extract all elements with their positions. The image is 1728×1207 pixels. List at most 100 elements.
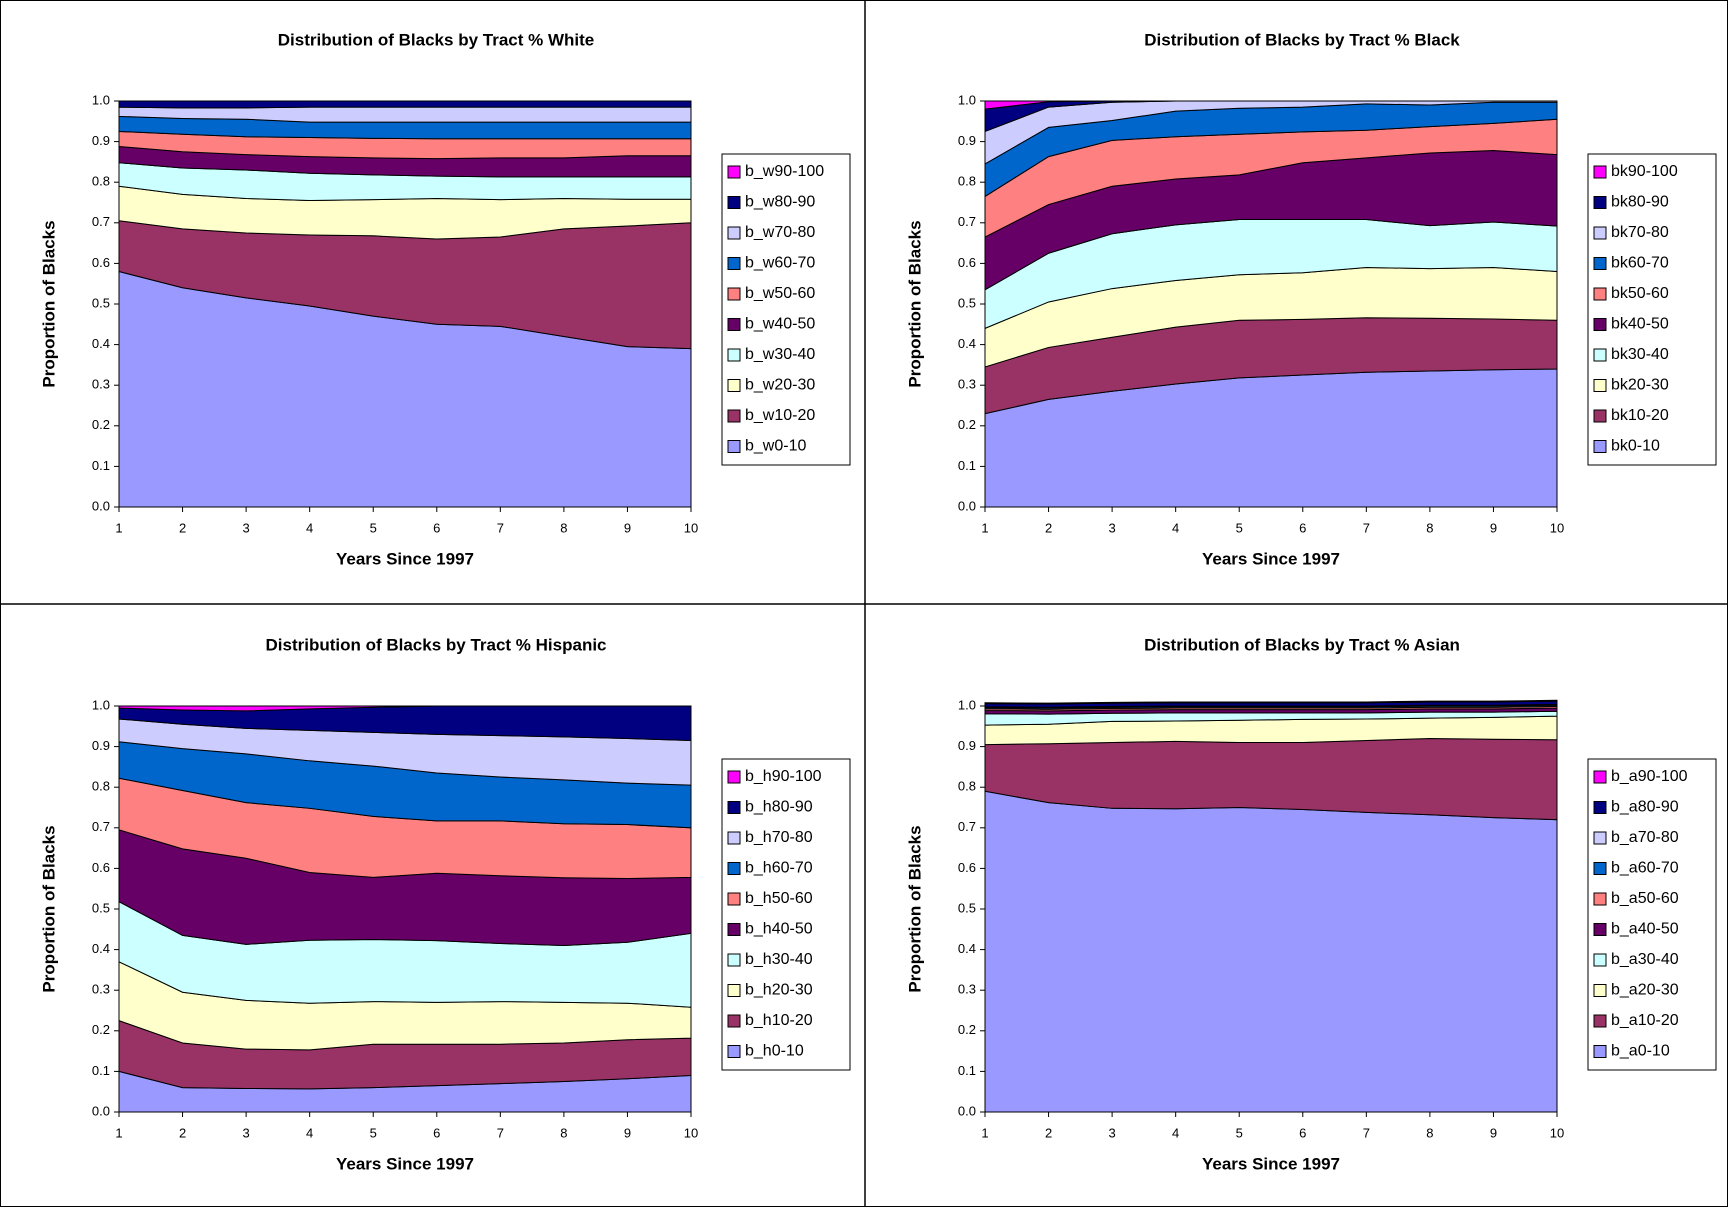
x-tick-label: 7 (497, 1125, 504, 1140)
x-axis-title: Years Since 1997 (1202, 549, 1340, 568)
legend-label: bk20-30 (1611, 377, 1669, 394)
y-tick-label: 0.4 (958, 941, 976, 956)
x-axis-title: Years Since 1997 (336, 549, 474, 568)
y-tick-label: 0.6 (958, 860, 976, 875)
legend-label: b_a70-80 (1611, 829, 1679, 846)
y-tick-label: 0.9 (958, 133, 976, 148)
legend-label: b_w20-30 (745, 377, 815, 394)
y-tick-label: 0.0 (958, 498, 976, 513)
y-tick-label: 0.4 (958, 336, 976, 351)
legend-label: bk50-60 (1611, 285, 1669, 302)
y-tick-label: 0.5 (958, 900, 976, 915)
area (118, 100, 692, 109)
legend-box (1587, 758, 1717, 1071)
y-tick-label: 1.0 (92, 697, 110, 712)
y-tick-label: 0.1 (958, 1063, 976, 1078)
y-tick-label: 0.2 (958, 417, 976, 432)
y-tick-label: 0.9 (92, 738, 110, 753)
legend-swatch (727, 831, 741, 845)
x-tick-label: 4 (306, 1125, 313, 1140)
legend-label: b_a90-100 (1611, 768, 1688, 785)
legend-swatch (1593, 318, 1607, 331)
y-tick-label: 0.0 (92, 498, 110, 513)
y-axis-title: Proportion of Blacks (39, 220, 58, 387)
chart-title: Distribution of Blacks by Tract % White (278, 30, 594, 49)
chart-panel: Distribution of Blacks by Tract % White Y… (39, 30, 851, 568)
x-tick-label: 7 (1363, 1125, 1370, 1140)
x-tick-label: 8 (1426, 1125, 1433, 1140)
legend-label: b_w10-20 (745, 407, 815, 424)
chart-panel: Distribution of Blacks by Tract % Black Y… (905, 30, 1717, 568)
x-tick-label: 4 (1172, 520, 1179, 535)
x-tick-label: 10 (1550, 1125, 1564, 1140)
legend-label: b_w30-40 (745, 346, 815, 363)
legend-box (1587, 153, 1717, 466)
x-tick-label: 6 (1299, 1125, 1306, 1140)
x-tick-label: 8 (560, 1125, 567, 1140)
x-tick-label: 1 (115, 520, 122, 535)
legend-swatch (1593, 440, 1607, 453)
legend-label: b_h70-80 (745, 829, 813, 846)
y-tick-label: 0.8 (958, 174, 976, 189)
x-tick-label: 5 (1236, 1125, 1243, 1140)
y-axis-title: Proportion of Blacks (905, 220, 924, 387)
legend-swatch (1593, 923, 1607, 936)
x-tick-label: 10 (1550, 520, 1564, 535)
area (118, 705, 691, 712)
legend-label: b_h10-20 (745, 1012, 813, 1029)
legend-swatch (1593, 1014, 1607, 1028)
legend-swatch (727, 953, 741, 967)
x-axis-title: Years Since 1997 (1202, 1154, 1340, 1173)
y-tick-label: 1.0 (958, 697, 976, 712)
legend-label: b_a10-20 (1611, 1012, 1679, 1029)
legend-swatch (1593, 409, 1607, 423)
legend-swatch (1593, 862, 1607, 875)
legend-swatch (727, 226, 741, 240)
legend-swatch (727, 984, 741, 997)
legend-label: b_w50-60 (745, 285, 815, 302)
y-tick-label: 0.5 (92, 295, 110, 310)
legend-swatch (1593, 348, 1607, 362)
legend-swatch (1593, 1045, 1607, 1058)
y-tick-label: 0.8 (92, 174, 110, 189)
x-tick-label: 5 (370, 1125, 377, 1140)
legend-label: b_a40-50 (1611, 921, 1679, 938)
legend-label: b_w0-10 (745, 438, 806, 455)
y-tick-label: 0.6 (92, 255, 110, 270)
x-tick-label: 3 (1108, 520, 1115, 535)
x-tick-label: 8 (560, 520, 567, 535)
legend-swatch (1593, 770, 1607, 784)
legend-swatch (1593, 287, 1607, 301)
x-tick-label: 1 (981, 520, 988, 535)
legend-label: b_a80-90 (1611, 799, 1679, 816)
y-tick-label: 0.8 (958, 779, 976, 794)
x-tick-label: 8 (1426, 520, 1433, 535)
x-axis-title: Years Since 1997 (336, 1154, 474, 1173)
legend-swatch (727, 257, 741, 270)
chart-title: Distribution of Blacks by Tract % Asian (1144, 635, 1460, 654)
y-tick-label: 0.0 (92, 1103, 110, 1118)
legend-swatch (727, 196, 741, 209)
legend-label: b_h30-40 (745, 951, 813, 968)
legend-label: b_h80-90 (745, 799, 813, 816)
x-tick-label: 7 (497, 520, 504, 535)
y-tick-label: 0.5 (958, 295, 976, 310)
y-tick-label: 0.8 (92, 779, 110, 794)
y-axis-title: Proportion of Blacks (39, 825, 58, 992)
y-tick-label: 0.3 (958, 982, 976, 997)
y-tick-label: 0.3 (92, 982, 110, 997)
legend-label: bk80-90 (1611, 194, 1669, 211)
x-tick-label: 4 (1172, 1125, 1179, 1140)
legend-label: b_w70-80 (745, 224, 815, 241)
area (984, 790, 1558, 1113)
legend-swatch (727, 1045, 741, 1058)
x-tick-label: 6 (433, 1125, 440, 1140)
legend-label: b_a60-70 (1611, 860, 1679, 877)
x-tick-label: 9 (1490, 520, 1497, 535)
legend-label: b_h90-100 (745, 768, 822, 785)
legend-label: b_w80-90 (745, 194, 815, 211)
y-tick-label: 0.6 (92, 860, 110, 875)
legend-swatch (727, 348, 741, 362)
y-tick-label: 0.7 (958, 214, 976, 229)
